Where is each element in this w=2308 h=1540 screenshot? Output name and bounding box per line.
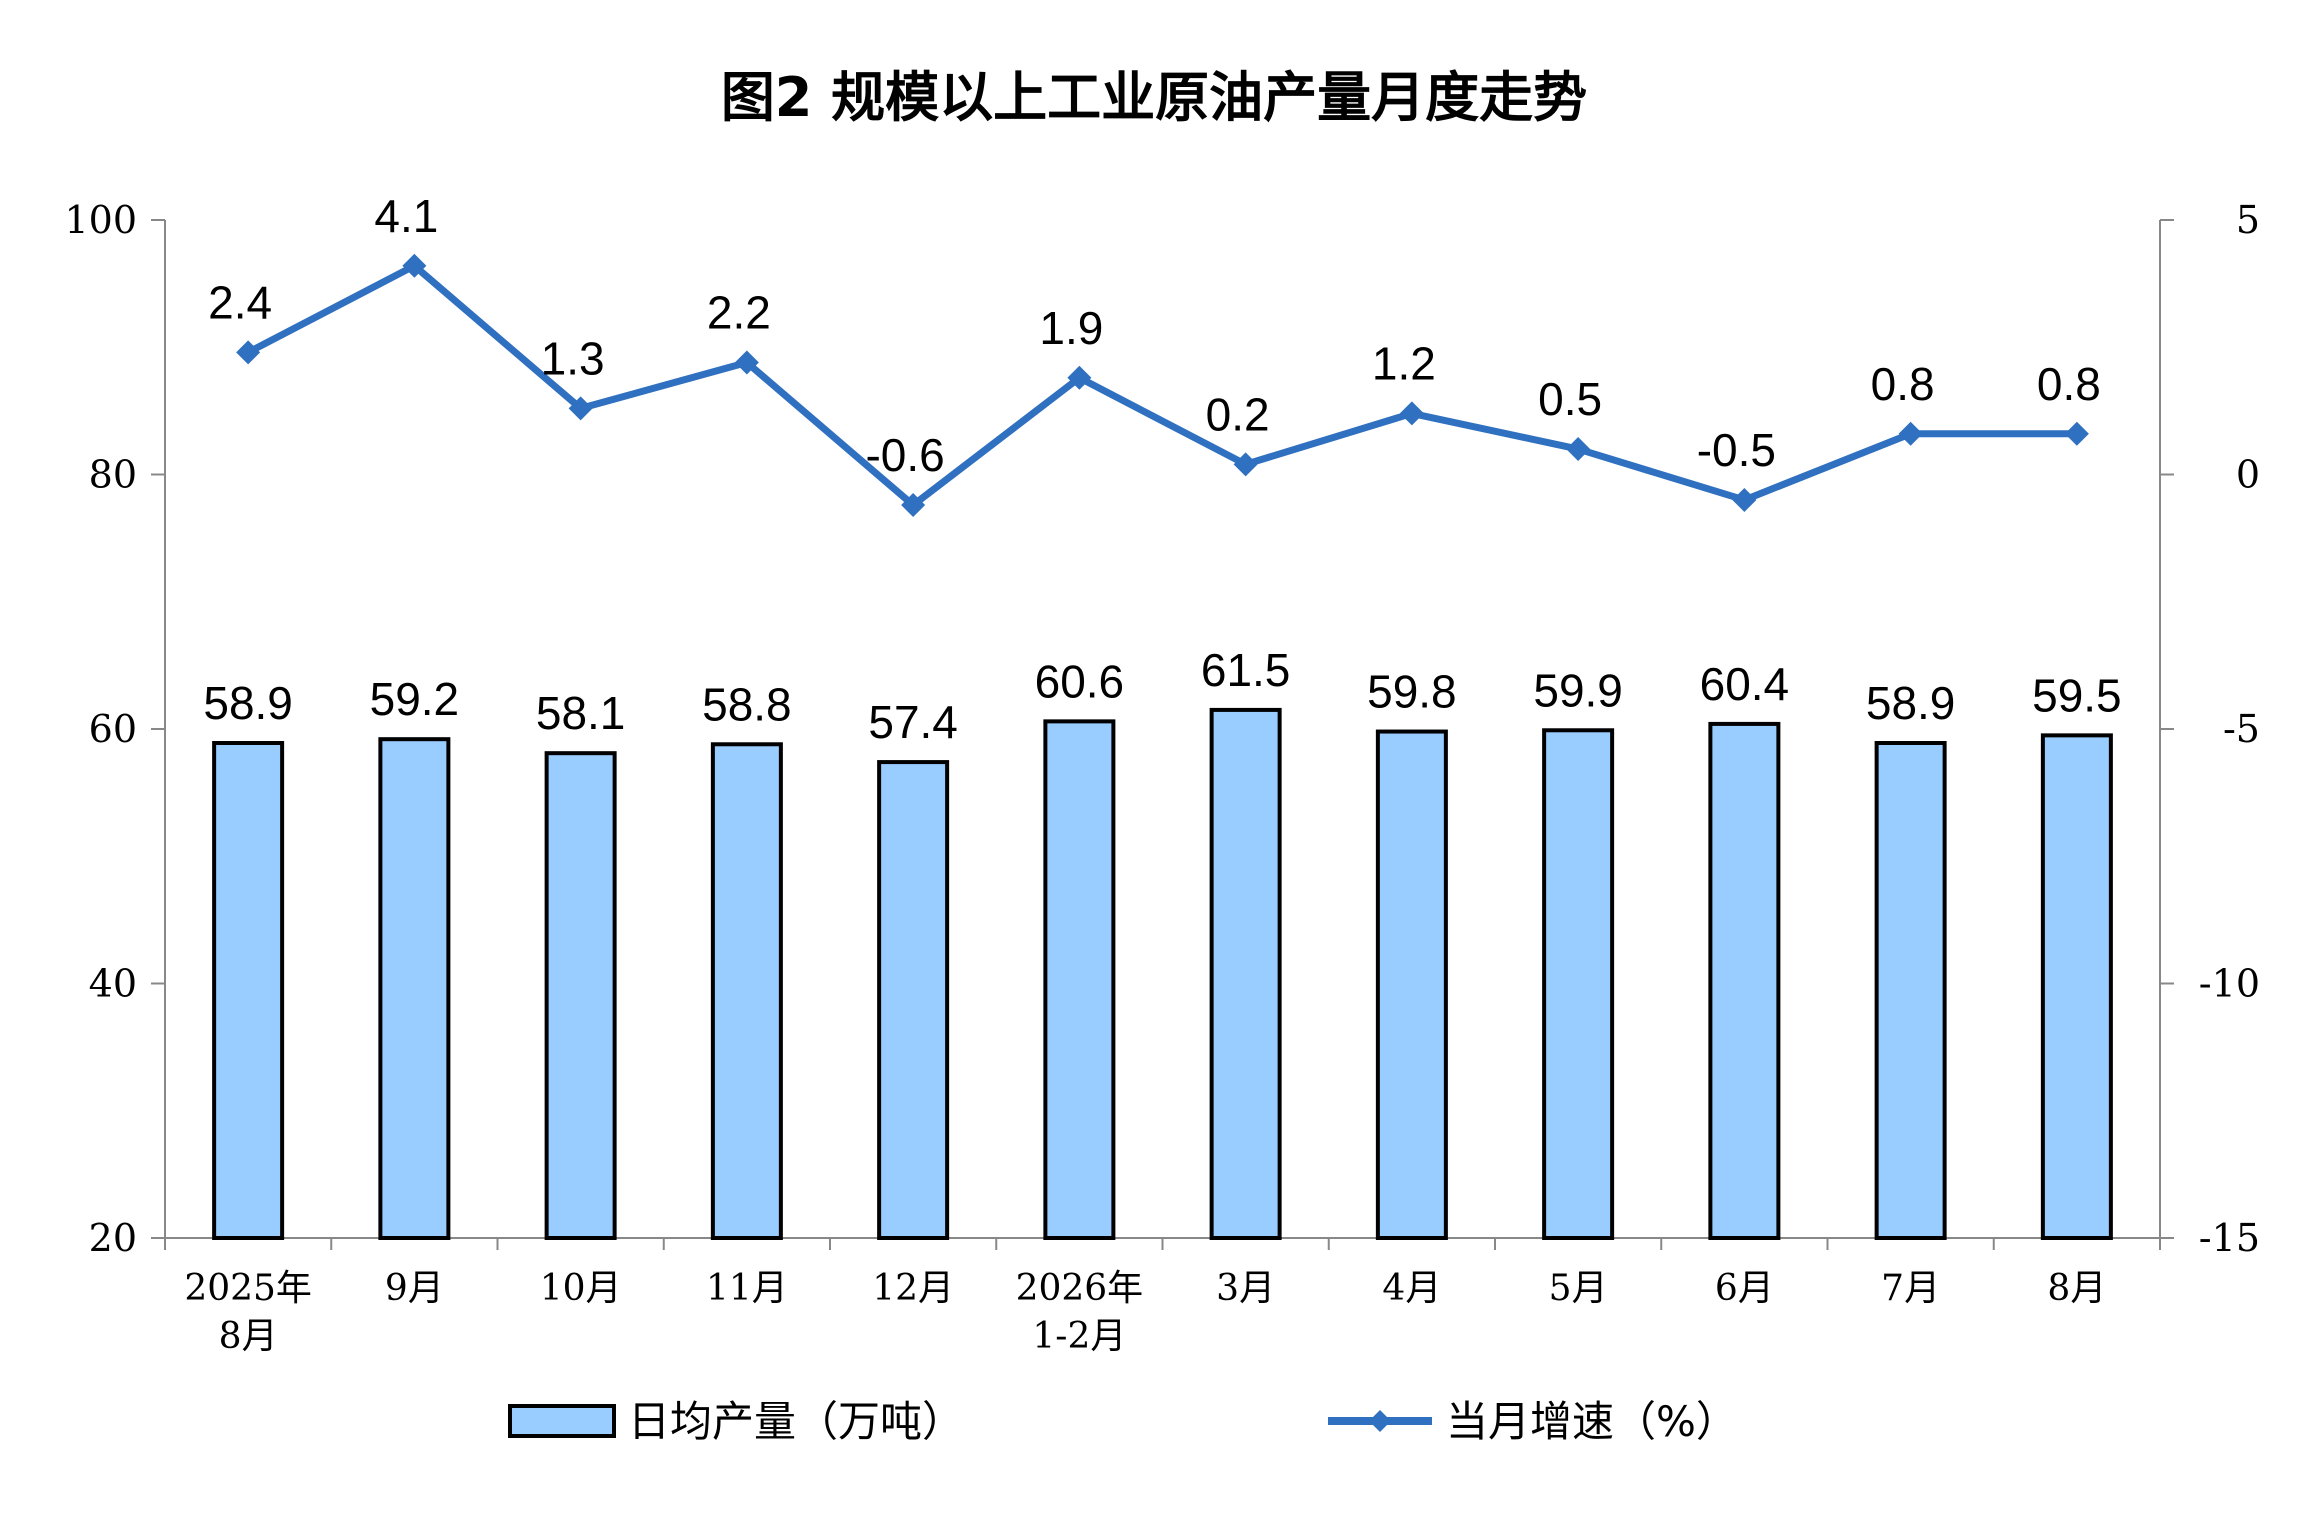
line-value-label: -0.6: [865, 429, 944, 481]
bar: [1043, 719, 1116, 1240]
bar-value-label: 57.4: [868, 696, 958, 748]
chart-title: 图2 规模以上工业原油产量月度走势: [721, 66, 1587, 129]
x-axis-category-label: 2025年: [184, 1268, 312, 1309]
line-value-label: -0.5: [1697, 424, 1776, 476]
bar-series: [212, 707, 2113, 1241]
bar-value-label: 61.5: [1201, 644, 1291, 696]
bar: [1209, 707, 1282, 1240]
line-point-marker: [734, 350, 759, 375]
bar-value-label: 58.9: [203, 677, 293, 729]
bar-value-label: 60.4: [1700, 658, 1790, 710]
line-value-label: 4.1: [374, 190, 438, 242]
bar: [877, 760, 950, 1241]
x-axis-category-label: 11月: [706, 1268, 788, 1309]
line-value-label: 0.5: [1538, 373, 1602, 425]
right-axis-tick-label: -10: [2199, 962, 2260, 1006]
x-axis-category-label: 12月: [872, 1268, 954, 1309]
legend-line-marker: [1369, 1410, 1391, 1432]
bar: [1708, 721, 1781, 1240]
bar-value-label: 58.8: [702, 678, 792, 730]
bar: [2040, 733, 2113, 1240]
line-point-marker: [1067, 365, 1092, 390]
line-point-marker: [1898, 421, 1923, 446]
right-axis-tick-label: -5: [2223, 707, 2260, 751]
line-value-label: 2.2: [707, 287, 771, 339]
line-point-marker: [568, 396, 593, 421]
left-axis-tick-label: 100: [64, 198, 137, 242]
x-axis-category-label: 8月: [219, 1316, 278, 1357]
line-point-marker: [1566, 437, 1591, 462]
x-axis-category-label: 8月: [2047, 1268, 2106, 1309]
bar-value-label: 60.6: [1035, 655, 1125, 707]
left-axis-tick-label: 80: [89, 453, 137, 497]
bar: [544, 751, 617, 1240]
right-axis-tick-label: 0: [2236, 453, 2260, 497]
bar: [1542, 728, 1615, 1241]
line-value-label: 1.3: [541, 332, 605, 384]
bar-value-label: 59.5: [2032, 669, 2122, 721]
legend: 日均产量（万吨） 当月增速（%）: [508, 1397, 1738, 1446]
axes: 20 40 60 80 100 -15 -10 -5 0 5 2025年 8月 9月 10月 11月 12月 2…: [64, 198, 2260, 1357]
bar-value-label: 59.8: [1367, 666, 1457, 718]
x-axis-category-label: 1-2月: [1032, 1316, 1126, 1357]
bar: [1375, 729, 1448, 1240]
line-value-label: 1.2: [1372, 337, 1436, 389]
legend-line-label: 当月增速（%）: [1446, 1397, 1738, 1446]
line-point-marker: [901, 493, 926, 518]
x-axis-category-label: 2026年: [1016, 1268, 1144, 1309]
data-labels: 58.9 59.2 58.1 58.8 57.4 60.6 61.5 59.8 59.9 60.4…: [203, 190, 2121, 748]
line-value-label: 0.8: [2037, 358, 2101, 410]
x-axis-category-label: 10月: [540, 1268, 622, 1309]
line-point-marker: [1399, 401, 1424, 426]
line-point-marker: [402, 253, 427, 278]
bar-value-label: 59.9: [1533, 664, 1623, 716]
bar-value-label: 59.2: [370, 673, 460, 725]
x-axis-category-label: 3月: [1216, 1268, 1275, 1309]
x-axis-category-label: 6月: [1715, 1268, 1774, 1309]
bar: [710, 742, 783, 1241]
x-axis-category-label: 5月: [1549, 1268, 1608, 1309]
bar-value-label: 58.1: [536, 687, 626, 739]
bar: [378, 737, 451, 1240]
x-axis-category-label: 9月: [385, 1268, 444, 1309]
growth-rate-line: [246, 262, 2077, 509]
legend-bar-swatch: [508, 1404, 616, 1438]
legend-bar-label: 日均产量（万吨）: [628, 1397, 964, 1446]
line-point-marker: [1732, 487, 1757, 512]
left-axis-tick-label: 20: [89, 1216, 137, 1260]
right-axis-tick-label: 5: [2236, 198, 2260, 242]
line-value-label: 2.4: [208, 276, 272, 328]
line-value-label: 1.9: [1039, 302, 1103, 354]
bar: [212, 740, 285, 1240]
line-point-marker: [236, 340, 261, 365]
line-point-marker: [2064, 421, 2089, 446]
x-axis-category-label: 4月: [1382, 1268, 1441, 1309]
left-axis-tick-label: 40: [89, 962, 137, 1006]
x-axis-category-label: 7月: [1881, 1268, 1940, 1309]
bar-value-label: 58.9: [1866, 677, 1956, 729]
bar: [1874, 740, 1947, 1240]
right-axis-tick-label: -15: [2199, 1216, 2260, 1260]
line-value-label: 0.8: [1871, 358, 1935, 410]
line-value-label: 0.2: [1206, 388, 1270, 440]
line-series: [236, 253, 2089, 518]
left-axis-tick-label: 60: [89, 707, 137, 751]
line-point-marker: [1233, 452, 1258, 477]
